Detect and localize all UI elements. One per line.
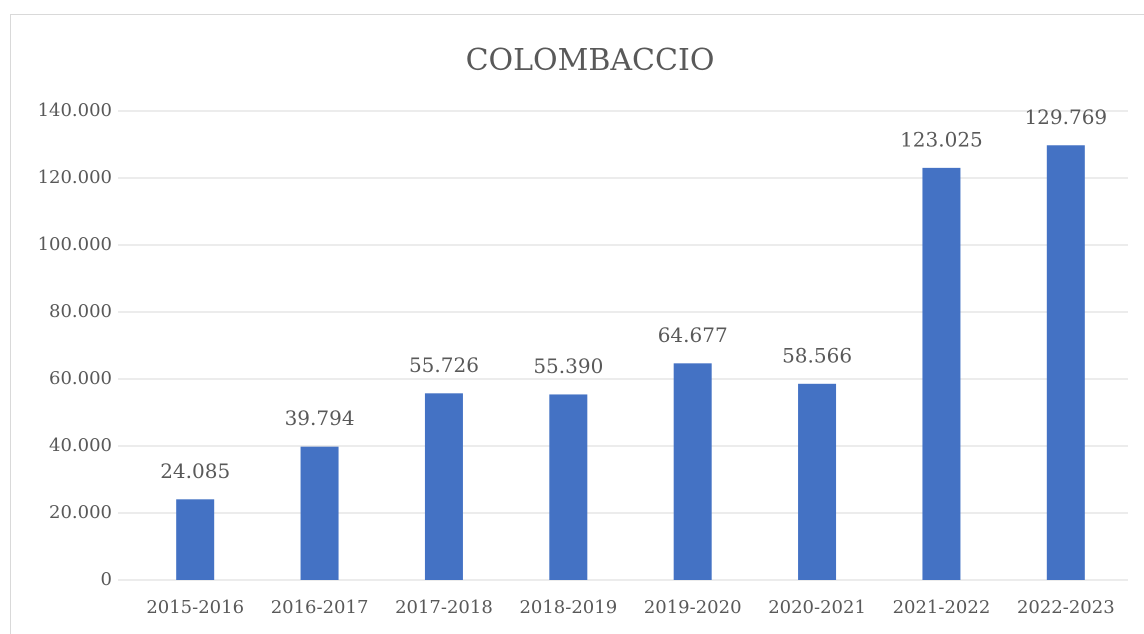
data-label: 55.726: [409, 353, 479, 377]
x-tick-label: 2018-2019: [519, 597, 617, 618]
x-tick-label: 2017-2018: [395, 597, 493, 618]
x-tick-label: 2015-2016: [146, 597, 244, 618]
x-tick-label: 2022-2023: [1017, 597, 1115, 618]
x-tick-label: 2020-2021: [768, 597, 866, 618]
y-tick-label: 120.000: [38, 167, 112, 188]
data-label: 39.794: [285, 406, 355, 430]
y-tick-label: 40.000: [49, 435, 112, 456]
bar: [922, 167, 961, 580]
data-label: 58.566: [782, 343, 852, 367]
data-label: 24.085: [160, 459, 230, 483]
y-tick-label: 140.000: [38, 100, 112, 121]
x-tick-label: 2019-2020: [644, 597, 742, 618]
data-label: 123.025: [900, 127, 983, 151]
chart-title: COLOMBACCIO: [466, 43, 715, 78]
y-tick-label: 20.000: [49, 502, 112, 523]
data-label: 64.677: [658, 323, 728, 347]
bar: [300, 446, 339, 580]
bar: [673, 363, 712, 580]
x-tick-label: 2016-2017: [271, 597, 369, 618]
data-label: 55.390: [533, 354, 603, 378]
data-label: 129.769: [1024, 105, 1107, 129]
bar: [176, 499, 215, 580]
y-tick-label: 100.000: [38, 234, 112, 255]
bar: [549, 394, 588, 580]
y-tick-label: 80.000: [49, 301, 112, 322]
bar: [424, 393, 463, 580]
x-tick-label: 2021-2022: [893, 597, 991, 618]
y-tick-label: 0: [101, 569, 112, 590]
y-tick-label: 60.000: [49, 368, 112, 389]
bar: [798, 383, 837, 580]
bar: [1046, 145, 1085, 580]
